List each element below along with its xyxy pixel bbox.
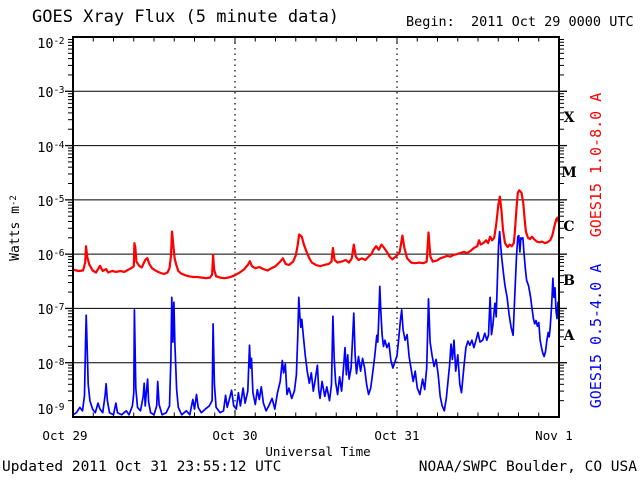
x-tick-label: Oct 30 (212, 428, 258, 443)
x-axis-title: Universal Time (265, 444, 371, 459)
series-line-short (72, 230, 560, 416)
flare-class-X: X (563, 110, 575, 127)
begin-time-label: Begin: 2011 Oct 29 0000 UTC (406, 14, 634, 30)
y-tick-label: 10-5 (37, 193, 64, 210)
x-tick-label: Nov 1 (535, 428, 573, 443)
y-tick-label: 10-9 (37, 402, 64, 418)
series-label-short-channel: GOES15 0.5-4.0 A (587, 263, 605, 409)
page-title: GOES Xray Flux (5 minute data) (32, 7, 340, 27)
x-tick-label: Oct 29 (42, 428, 88, 443)
series-label-long-channel: GOES15 1.0-8.0 A (587, 92, 605, 238)
y-tick-label: 10-2 (37, 36, 64, 52)
series-line-long (71, 189, 561, 280)
y-tick-label: 10-8 (37, 356, 64, 373)
y-tick-label: 10-3 (37, 85, 64, 102)
y-tick-label: 10-4 (37, 139, 64, 156)
plot-frame (72, 36, 560, 418)
updated-timestamp: Updated 2011 Oct 31 23:55:12 UTC (2, 459, 282, 475)
flare-class-C: C (563, 219, 575, 235)
y-axis-title-exponent: -2 (9, 195, 19, 207)
flare-class-M: M (561, 164, 577, 181)
y-tick-label: 10-6 (37, 248, 64, 265)
y-axis-title: Watts m-2 (8, 156, 24, 300)
x-tick-label: Oct 31 (374, 428, 420, 443)
flare-class-B: B (563, 273, 575, 290)
flare-class-A: A (563, 327, 575, 344)
credit-text: NOAA/SWPC Boulder, CO USA (418, 459, 637, 475)
y-tick-label: 10-7 (37, 302, 64, 319)
y-axis-title-text: Watts m (8, 206, 23, 261)
